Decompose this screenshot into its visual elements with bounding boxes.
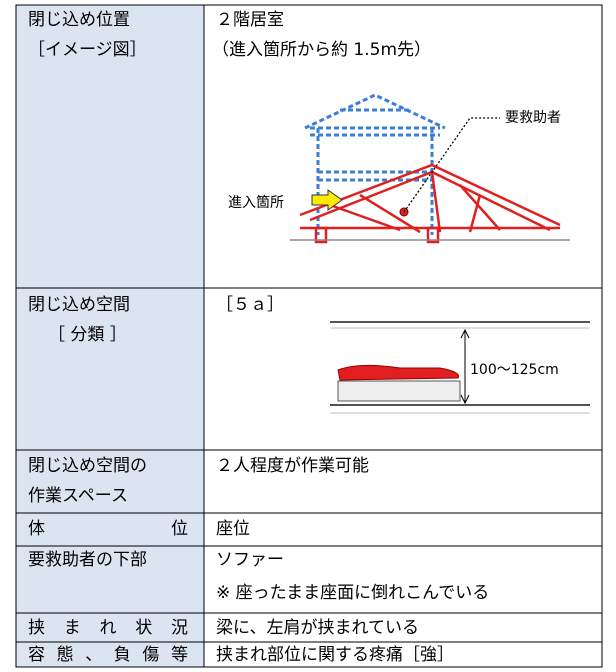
row-label: 挟まれ状況 (28, 618, 188, 638)
entry-label: 進入箇所 (228, 194, 284, 211)
row-content: ［５ａ］ (216, 295, 284, 315)
row-dividers (16, 287, 602, 643)
row-label: 作業スペース (28, 486, 128, 506)
row-label: ［イメージ図］ (28, 40, 147, 60)
row-content: 挟まれ部位に関する疼痛［強］ (216, 645, 454, 665)
row-label: 要救助者の下部 (28, 550, 147, 570)
row-content: 梁に、左肩が挟まれている (216, 618, 419, 638)
row-label: 閉じ込め空間 (28, 295, 130, 315)
row-content: ※ 座ったまま座面に倒れこんでいる (216, 583, 489, 603)
height-label: 100〜125cm (470, 362, 559, 378)
label-column (16, 5, 204, 667)
table-border (15, 4, 603, 668)
house-illustration (290, 93, 570, 244)
row-content: 座位 (216, 519, 250, 539)
row-content: ソファー (216, 550, 284, 570)
row-content: （進入箇所から約 1.5m先） (212, 40, 431, 60)
row-label: ［ 分類 ］ (48, 325, 127, 345)
row-label: 閉じ込め位置 (28, 10, 130, 30)
space-diagram (330, 321, 590, 414)
row-label: 閉じ込め空間の (28, 456, 147, 476)
row-content: ２階居室 (216, 10, 284, 30)
victim-label: 要救助者 (505, 110, 561, 126)
row-content: ２人程度が作業可能 (216, 456, 369, 476)
